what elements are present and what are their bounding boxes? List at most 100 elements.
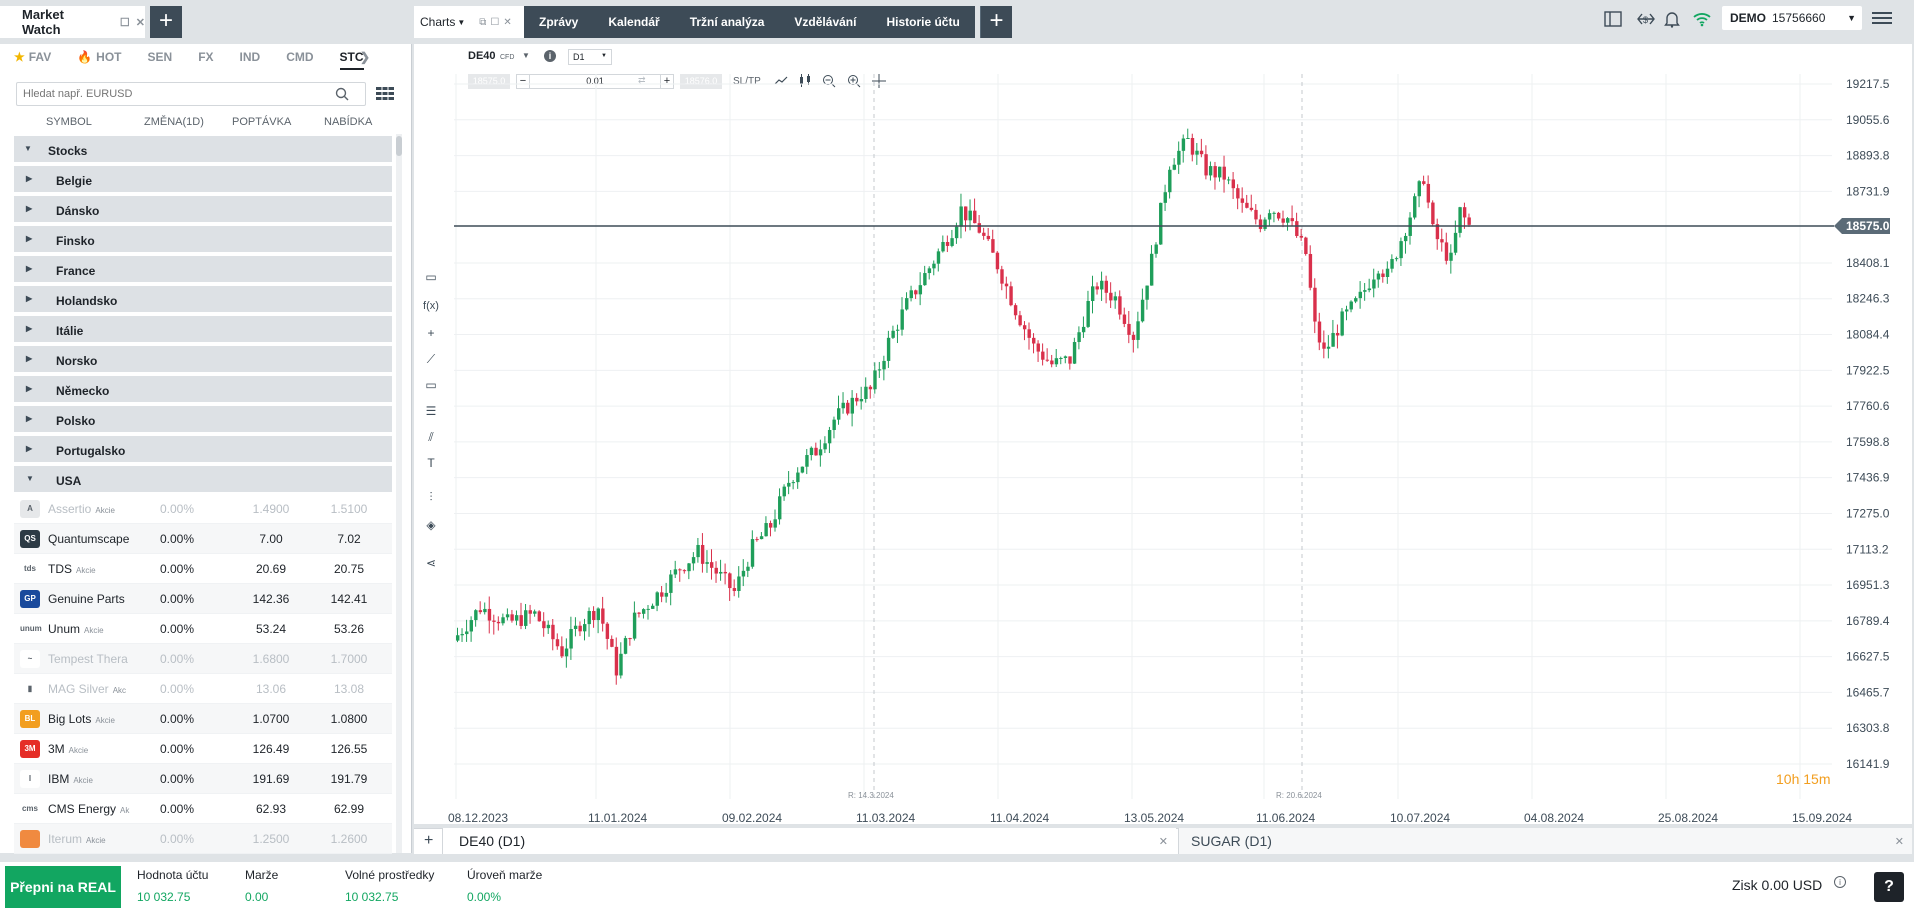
list-item[interactable]: BL Big Lots Akcie 0.00% 1.0700 1.0800 [14, 704, 392, 734]
bell-icon[interactable] [1664, 10, 1680, 28]
grid-view-icon[interactable] [376, 86, 394, 102]
chevron-down-icon[interactable]: ▼ [522, 51, 530, 60]
list-item[interactable]: unum Unum Akcie 0.00% 53.24 53.26 [14, 614, 392, 644]
close-icon[interactable]: ✕ [503, 16, 512, 28]
crosshair-icon[interactable] [872, 74, 886, 88]
chevron-right-icon[interactable]: ❯ [359, 50, 370, 64]
layout-icon[interactable] [1604, 11, 1622, 27]
chart-tab-sugar[interactable]: SUGAR (D1) ✕ [1178, 828, 1912, 854]
group-country[interactable]: ▶ Polsko [14, 406, 392, 434]
price-chart[interactable]: 19217.5 19055.6 18893.8 18731.9 18408.1 18246… [414, 44, 1912, 824]
ask-value[interactable]: 53.26 [333, 622, 365, 636]
trade-icon[interactable]: $ [1636, 11, 1656, 27]
list-item[interactable]: tds TDS Akcie 0.00% 20.69 20.75 [14, 554, 392, 584]
bid-value[interactable]: 53.24 [255, 622, 287, 636]
scrollbar-thumb[interactable] [396, 136, 402, 156]
search-icon[interactable] [334, 86, 350, 102]
bid-value[interactable]: 142.36 [252, 592, 290, 606]
bid-value[interactable]: 13.06 [255, 682, 287, 696]
market-watch-tab[interactable]: Market Watch ☐ ✕ [0, 6, 145, 38]
tab-fx[interactable]: FX [198, 50, 214, 64]
tab-cmd[interactable]: CMD [286, 50, 314, 64]
group-country[interactable]: ▶ Německo [14, 376, 392, 404]
ask-value[interactable]: 1.5100 [330, 502, 368, 516]
help-button[interactable]: ? [1874, 872, 1904, 902]
function-icon[interactable]: f(x) [423, 300, 439, 312]
bid-value[interactable]: 20.69 [255, 562, 287, 576]
group-country[interactable]: ▶ Finsko [14, 226, 392, 254]
group-country[interactable]: ▼ USA [14, 466, 392, 494]
indicators-icon[interactable]: ⫶ [429, 490, 433, 504]
nav-education[interactable]: Vzdělávání [794, 15, 857, 29]
group-country[interactable]: ▶ Belgie [14, 166, 392, 194]
sltp-button[interactable]: SL/TP [733, 76, 761, 87]
bid-value[interactable]: 62.93 [255, 802, 287, 816]
ask-value[interactable]: 1.0800 [330, 712, 368, 726]
ask-value[interactable]: 7.02 [337, 532, 361, 546]
group-country[interactable]: ▶ Holandsko [14, 286, 392, 314]
popout-icon[interactable]: ⧉ [479, 16, 487, 28]
bid-value[interactable]: 1.4900 [252, 502, 290, 516]
account-selector[interactable]: DEMO 15756660 ▼ [1722, 6, 1862, 30]
col-bid[interactable]: POPTÁVKA [232, 116, 292, 128]
add-chart-button[interactable]: + [424, 832, 434, 849]
nav-account-history[interactable]: Historie účtu [886, 15, 960, 29]
group-country[interactable]: ▶ Portugalsko [14, 436, 392, 464]
timeframe-select[interactable]: D1 ▼ [568, 49, 612, 65]
ask-value[interactable]: 1.7000 [330, 652, 368, 666]
chart-tab-de40[interactable]: DE40 (D1) ✕ [442, 828, 1176, 854]
list-item[interactable]: 3M 3M Akcie 0.00% 126.49 126.55 [14, 734, 392, 764]
list-item[interactable]: Iterum Akcie 0.00% 1.2500 1.2600 [14, 824, 392, 854]
tab-stc[interactable]: STC [339, 50, 364, 70]
bid-value[interactable]: 7.00 [259, 532, 283, 546]
popout-icon[interactable]: ☐ [119, 16, 130, 29]
charts-tab[interactable]: Charts ▼ ⧉ ☐ ✕ [414, 6, 524, 38]
col-symbol[interactable]: SYMBOL [46, 116, 92, 128]
ask-value[interactable]: 191.79 [330, 772, 368, 786]
ask-value[interactable]: 62.99 [333, 802, 365, 816]
rectangle-icon[interactable]: ▭ [425, 378, 437, 392]
sell-button[interactable]: 18575.0 [468, 74, 510, 89]
bid-value[interactable]: 1.6800 [252, 652, 290, 666]
nav-news[interactable]: Zprávy [539, 15, 579, 29]
volume-decrease-button[interactable]: − [516, 74, 530, 89]
search-input[interactable] [16, 82, 366, 106]
bid-value[interactable]: 126.49 [252, 742, 290, 756]
hamburger-menu-icon[interactable] [1872, 10, 1892, 26]
tab-fav[interactable]: FAV [28, 50, 52, 64]
chart-symbol[interactable]: DE40 [468, 50, 496, 62]
col-ask[interactable]: NABÍDKA [324, 116, 373, 128]
crosshair-tool-icon[interactable]: + [427, 326, 435, 340]
chart-area[interactable] [414, 44, 1912, 824]
bid-value[interactable]: 1.0700 [252, 712, 290, 726]
tab-ind[interactable]: IND [239, 50, 261, 64]
list-item[interactable]: QS Quantumscape 0.00% 7.00 7.02 [14, 524, 392, 554]
group-stocks[interactable]: ▼ Stocks [14, 136, 392, 164]
buy-button[interactable]: 18576.0 [680, 74, 722, 89]
list-item[interactable]: ~ Tempest Thera 0.00% 1.6800 1.7000 [14, 644, 392, 674]
group-country[interactable]: ▶ Dánsko [14, 196, 392, 224]
ask-value[interactable]: 142.41 [330, 592, 368, 606]
list-item[interactable]: GP Genuine Parts 0.00% 142.36 142.41 [14, 584, 392, 614]
bid-value[interactable]: 191.69 [252, 772, 290, 786]
close-icon[interactable]: ✕ [135, 16, 145, 29]
close-icon[interactable]: ✕ [1894, 836, 1904, 848]
chat-icon[interactable]: ▭ [425, 270, 437, 284]
volume-input[interactable]: 0.01 [530, 74, 660, 89]
add-tab-button[interactable]: + [980, 6, 1012, 38]
switch-to-real-button[interactable]: Přepni na REAL [5, 866, 121, 908]
list-item[interactable]: ▮ MAG Silver Akc 0.00% 13.06 13.08 [14, 674, 392, 704]
nav-calendar[interactable]: Kalendář [608, 15, 660, 29]
group-country[interactable]: ▶ France [14, 256, 392, 284]
ask-value[interactable]: 13.08 [333, 682, 365, 696]
info-icon[interactable]: i [544, 50, 556, 62]
candlestick-icon[interactable] [798, 73, 812, 89]
layers-icon[interactable]: ◈ [426, 518, 436, 532]
scrollbar-track[interactable] [396, 134, 402, 853]
list-item[interactable]: cms CMS Energy Ak 0.00% 62.93 62.99 [14, 794, 392, 824]
col-change[interactable]: ZMĚNA(1D) [144, 116, 204, 128]
bid-value[interactable]: 1.2500 [252, 832, 290, 846]
tab-hot[interactable]: HOT [96, 50, 122, 64]
close-icon[interactable]: ✕ [1158, 836, 1168, 848]
list-item[interactable]: A Assertio Akcie 0.00% 1.4900 1.5100 [14, 494, 392, 524]
